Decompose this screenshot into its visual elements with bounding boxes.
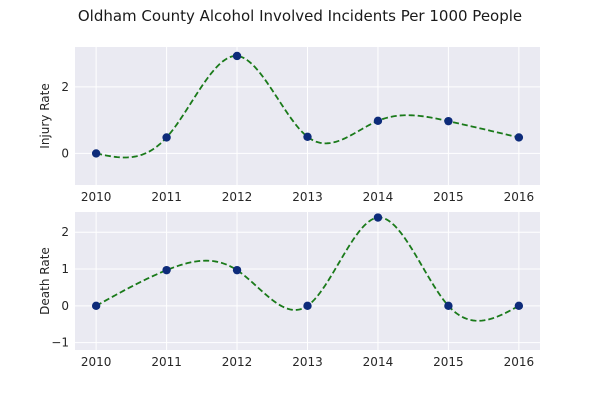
data-point-marker [373,213,383,222]
x-tick-label: 2011 [151,190,182,204]
data-point-marker [514,301,524,311]
x-tick-label: 2010 [81,190,112,204]
data-point-marker [303,132,312,141]
data-point-marker [91,301,101,311]
x-tick-label: 2011 [151,355,182,369]
x-tick-label: 2012 [222,190,253,204]
y-tick-label: 2 [61,80,69,94]
death-rate-panel: 2010 2011 2012 2013 2014 2015 2016 −1 0 1 2 Death R… [38,212,540,369]
x-tick-label: 2015 [433,190,464,204]
x-tick-label: 2014 [363,355,394,369]
x-tick-label: 2016 [504,190,535,204]
y-tick-label: −1 [51,336,69,350]
data-point-marker [91,149,101,158]
data-point-marker [514,133,524,142]
data-point-marker [444,301,453,311]
y-tick-label: 1 [61,262,69,276]
y-tick-label: 0 [61,146,69,160]
data-point-marker [232,51,242,61]
data-point-marker [162,265,171,275]
y-axis-label: Death Rate [38,247,52,315]
chart-title: Oldham County Alcohol Involved Incidents… [78,7,522,25]
injury-rate-panel: 2010 2011 2012 2013 2014 2015 2016 0 2 Injury Rat… [38,47,540,204]
x-tick-label: 2010 [81,355,112,369]
x-tick-label: 2016 [504,355,535,369]
data-point-marker [232,265,242,275]
data-point-marker [303,301,312,311]
x-tick-label: 2012 [222,355,253,369]
y-tick-label: 0 [61,299,69,313]
data-point-marker [444,116,453,126]
x-tick-label: 2013 [292,355,323,369]
data-point-marker [373,116,383,126]
y-tick-label: 2 [61,225,69,239]
x-tick-label: 2014 [363,190,394,204]
y-axis-label: Injury Rate [38,83,52,148]
data-point-marker [162,133,171,142]
x-tick-label: 2013 [292,190,323,204]
x-tick-label: 2015 [433,355,464,369]
